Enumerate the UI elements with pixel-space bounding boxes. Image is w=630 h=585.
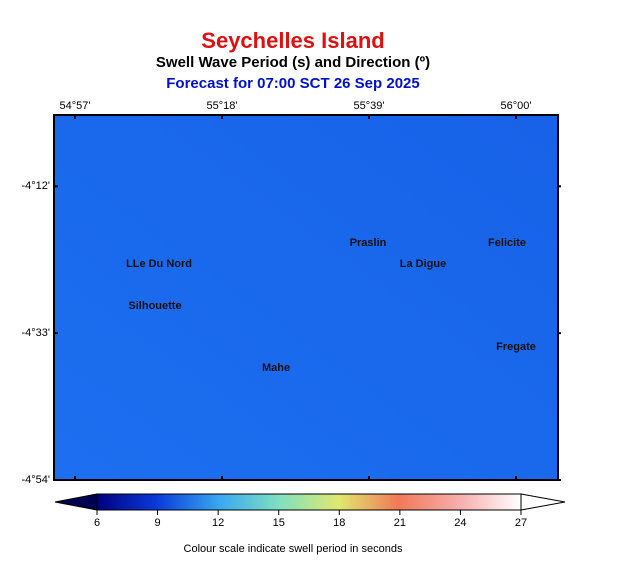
x-tick-label: 56°00' xyxy=(501,100,532,112)
y-tick-label: -4°33' xyxy=(21,327,50,339)
x-tick-label: 54°57' xyxy=(60,100,91,112)
colorbar-max-arrow xyxy=(520,493,566,511)
colorbar-tick-label: 9 xyxy=(155,517,161,529)
colorbar-tick-label: 27 xyxy=(515,517,527,529)
colorbar-tick-label: 12 xyxy=(212,517,224,529)
title: Seychelles Island xyxy=(201,28,384,53)
map-frame xyxy=(53,114,559,481)
colorbar-caption: Colour scale indicate swell period in se… xyxy=(184,543,403,555)
colorbar-tick-label: 15 xyxy=(273,517,285,529)
colorbar-tick-label: 6 xyxy=(94,517,100,529)
subtitle: Swell Wave Period (s) and Direction (º) xyxy=(156,54,430,71)
x-tick-label: 55°18' xyxy=(207,100,238,112)
place-label: Silhouette xyxy=(128,300,181,312)
colorbar-tick-label: 24 xyxy=(454,517,466,529)
x-tick-label: 55°39' xyxy=(354,100,385,112)
y-tick-label: -4°54' xyxy=(21,474,50,486)
colorbar xyxy=(96,493,522,511)
place-label: La Digue xyxy=(400,258,446,270)
forecast: Forecast for 07:00 SCT 26 Sep 2025 xyxy=(166,75,419,92)
place-label: Felicite xyxy=(488,237,526,249)
y-tick-label: -4°12' xyxy=(21,180,50,192)
place-label: Praslin xyxy=(350,237,387,249)
place-label: Fregate xyxy=(496,341,536,353)
place-label: Mahe xyxy=(262,362,290,374)
colorbar-min-arrow xyxy=(54,493,98,511)
colorbar-tick-label: 21 xyxy=(394,517,406,529)
colorbar-tick-label: 18 xyxy=(333,517,345,529)
place-label: LLe Du Nord xyxy=(126,258,192,270)
